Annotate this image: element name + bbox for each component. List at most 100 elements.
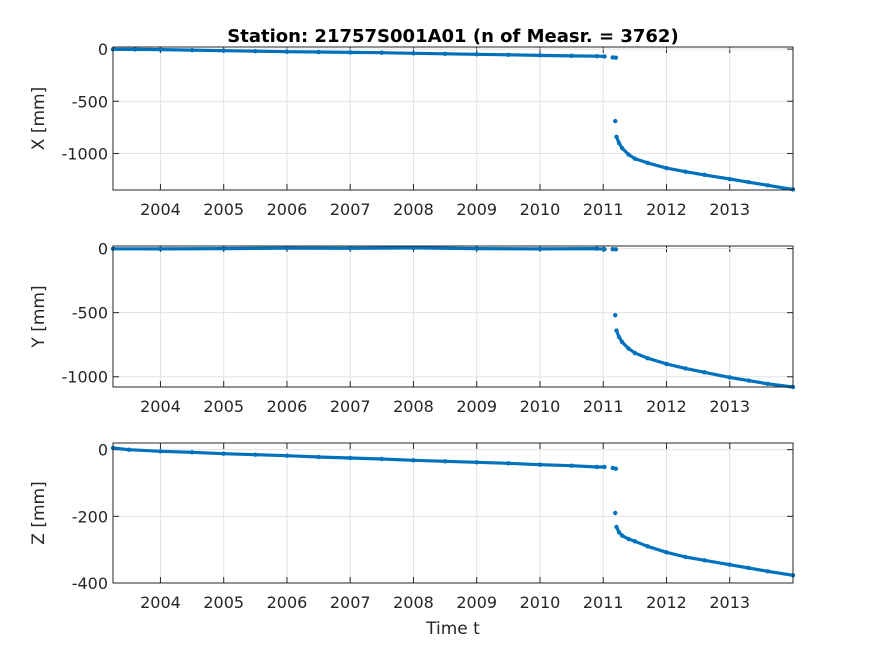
data-point (442, 459, 448, 464)
data-point (594, 246, 600, 251)
data-point (765, 381, 770, 386)
panel-3: 2004 2005 2006 2007 2008 2009 2010 2011 2012 2013… (29, 441, 796, 612)
data-point (474, 460, 479, 465)
data-point (626, 536, 631, 542)
data-point (626, 346, 631, 351)
data-point (602, 464, 607, 470)
data-point (594, 464, 600, 470)
data-point (613, 118, 618, 124)
data-point (727, 562, 732, 567)
data-point (614, 134, 619, 139)
data-point (569, 53, 574, 59)
data-point (616, 140, 622, 146)
data-point (537, 246, 543, 252)
x-tick-label: 2006 (267, 593, 308, 612)
x-tick-label: 2010 (520, 397, 561, 416)
data-point (613, 247, 619, 252)
y-axis-label: Z [mm] (29, 481, 49, 544)
data-point (683, 366, 688, 371)
x-tick-label: 2009 (456, 200, 497, 219)
panel-1: 2004 2005 2006 2007 2008 2009 2010 2011 2012 2013… (29, 40, 796, 219)
y-tick-label: -200 (72, 507, 108, 526)
data-point (221, 48, 226, 53)
x-tick-label: 2010 (520, 200, 561, 219)
data-point (620, 533, 625, 538)
data-series-segment (111, 446, 607, 469)
data-point (610, 55, 615, 60)
data-point (442, 51, 448, 56)
data-point (664, 165, 669, 171)
data-point (284, 245, 290, 251)
data-point (506, 461, 511, 466)
x-tick-label: 2005 (203, 593, 244, 612)
data-point (746, 179, 751, 185)
data-point (632, 156, 638, 161)
data-point (221, 451, 226, 456)
data-point (158, 47, 163, 52)
axes-frame (112, 245, 794, 388)
data-point (411, 245, 416, 251)
chart-title: Station: 21757S001A01 (n of Measr. = 376… (227, 26, 678, 47)
x-tick-label: 2011 (583, 200, 624, 219)
axes-frame (112, 442, 794, 584)
x-axis-label: Time t (425, 619, 480, 639)
data-point (411, 51, 416, 56)
x-tick-label: 2008 (393, 200, 434, 219)
plot-area (113, 47, 793, 190)
data-point (664, 550, 669, 555)
data-point (602, 54, 607, 59)
x-tick-label: 2004 (140, 593, 181, 612)
data-point (746, 378, 751, 383)
data-point (727, 176, 732, 182)
data-point (158, 246, 163, 252)
data-point (316, 49, 321, 55)
y-tick-label: -500 (72, 92, 108, 111)
x-tick-label: 2008 (393, 397, 434, 416)
y-tick-label: 0 (98, 40, 108, 59)
x-tick-label: 2013 (709, 200, 750, 219)
data-point (474, 246, 479, 251)
data-point (645, 160, 650, 166)
data-point (253, 48, 258, 54)
data-point (613, 55, 619, 60)
data-point (702, 370, 707, 375)
data-point (411, 458, 416, 463)
y-tick-label: -1000 (62, 144, 109, 163)
y-axis-label: Y [mm] (29, 285, 49, 348)
data-point (221, 246, 226, 251)
data-point (253, 452, 258, 457)
data-point (645, 544, 650, 549)
data-point (537, 462, 543, 467)
data-point (284, 453, 290, 458)
x-tick-label: 2011 (583, 397, 624, 416)
data-point (379, 50, 385, 55)
x-tick-label: 2004 (140, 397, 181, 416)
x-tick-label: 2012 (646, 200, 687, 219)
y-tick-label: -500 (72, 304, 108, 323)
data-point (189, 450, 195, 455)
y-tick-label: 0 (98, 441, 108, 460)
panels-group: 2004 2005 2006 2007 2008 2009 2010 2011 2012 2013… (29, 40, 796, 612)
y-tick-label: -1000 (62, 368, 109, 387)
x-tick-label: 2009 (456, 397, 497, 416)
data-point (610, 247, 615, 252)
data-point (620, 339, 625, 345)
x-tick-label: 2006 (267, 397, 308, 416)
x-tick-label: 2010 (520, 593, 561, 612)
data-point (594, 53, 600, 59)
data-point (316, 454, 321, 460)
data-point (506, 52, 511, 58)
data-point (126, 447, 132, 452)
data-point (683, 169, 688, 174)
data-point (474, 52, 479, 57)
y-axis-label: X [mm] (29, 87, 49, 150)
data-point (613, 510, 618, 516)
plot-area (113, 246, 793, 387)
y-tick-label: 0 (98, 240, 108, 259)
data-point (614, 328, 619, 333)
data-point (702, 558, 707, 563)
x-tick-label: 2009 (456, 593, 497, 612)
data-point (284, 49, 290, 54)
axes-frame (112, 46, 794, 191)
